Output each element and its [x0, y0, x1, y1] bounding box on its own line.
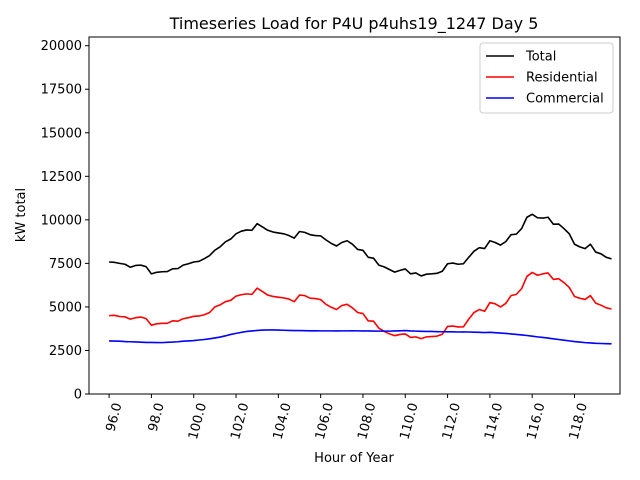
y-tick-label: 5000 [49, 300, 82, 315]
x-tick-label: 104.0 [271, 401, 295, 441]
plot-frame [88, 36, 621, 395]
legend-box [479, 42, 614, 114]
legend-label-commercial: Commercial [526, 92, 604, 107]
y-axis-label: kW total [14, 188, 29, 242]
x-tick-label: 116.0 [524, 401, 548, 441]
x-tick-label: 118.0 [567, 401, 591, 441]
y-tick-label: 15000 [41, 126, 82, 141]
y-tick-label: 0 [74, 388, 82, 403]
x-tick-label: 114.0 [482, 401, 506, 441]
y-tick-label: 17500 [41, 83, 82, 98]
x-tick-label: 96.0 [103, 401, 125, 433]
series-line-commercial [109, 329, 612, 345]
x-axis-label: Hour of Year [314, 451, 394, 466]
x-tick-label: 98.0 [146, 401, 168, 433]
series-line-residential [109, 271, 612, 340]
y-tick-label: 7500 [49, 257, 82, 272]
series-line-total [109, 213, 612, 277]
legend: Total Residential Commercial [479, 42, 614, 114]
y-tick-label: 10000 [41, 213, 82, 228]
x-tick-label: 110.0 [398, 401, 422, 441]
legend-label-total: Total [525, 50, 556, 65]
y-tick-label: 12500 [41, 170, 82, 185]
y-tick-label: 20000 [41, 39, 82, 54]
x-tick-label: 112.0 [440, 401, 464, 441]
chart-title: Timeseries Load for P4U p4uhs19_1247 Day… [169, 14, 539, 34]
x-tick-label: 106.0 [313, 401, 337, 441]
x-tick-label: 108.0 [355, 401, 379, 441]
y-tick-label: 2500 [49, 344, 82, 359]
legend-label-residential: Residential [526, 71, 598, 86]
x-tick-label: 100.0 [186, 401, 210, 441]
x-tick-label: 102.0 [228, 401, 252, 441]
